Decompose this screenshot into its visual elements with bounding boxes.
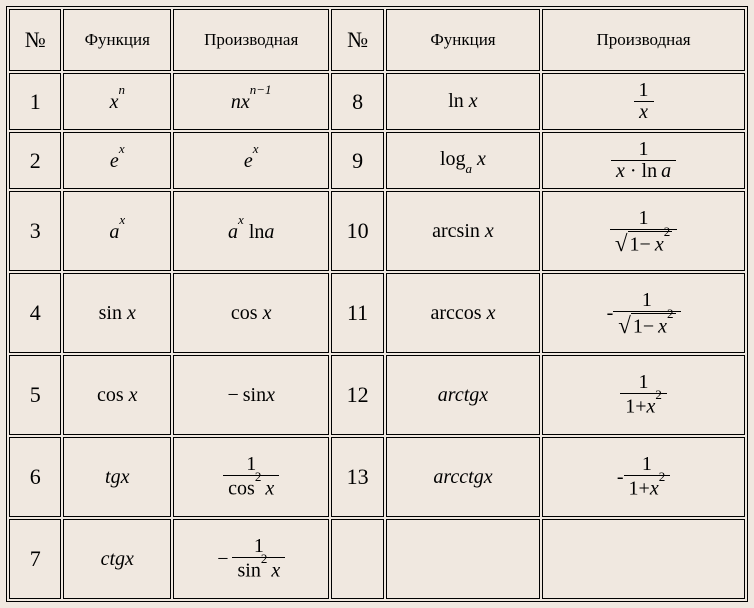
cell-func-left: ax	[63, 191, 171, 271]
header-deriv-right: Производная	[542, 9, 745, 71]
cell-num-left: 3	[9, 191, 61, 271]
cell-num-right	[331, 519, 384, 599]
cell-num-left: 1	[9, 73, 61, 130]
derivatives-table: № Функция Производная № Функция Производ…	[6, 6, 748, 602]
header-num-left: №	[9, 9, 61, 71]
cell-deriv-right: 1x	[542, 73, 745, 130]
header-num-right: №	[331, 9, 384, 71]
cell-num-right: 13	[331, 437, 384, 517]
cell-func-right: loga x	[386, 132, 540, 189]
table-row: 1 xn nxn−1 8 ln x 1x	[9, 73, 745, 130]
header-deriv-left: Производная	[173, 9, 329, 71]
cell-deriv-right: -11+x2	[542, 437, 745, 517]
cell-func-right: arccos x	[386, 273, 540, 353]
cell-num-right: 10	[331, 191, 384, 271]
cell-func-right: arcctgx	[386, 437, 540, 517]
cell-func-left: cos x	[63, 355, 171, 435]
cell-func-left: ctgx	[63, 519, 171, 599]
cell-func-left: xn	[63, 73, 171, 130]
cell-num-right: 12	[331, 355, 384, 435]
cell-deriv-right	[542, 519, 745, 599]
table-row: 3 ax ax lna 10 arcsin x 1√1− x2	[9, 191, 745, 271]
cell-num-right: 11	[331, 273, 384, 353]
header-func-right: Функция	[386, 9, 540, 71]
header-func-left: Функция	[63, 9, 171, 71]
table-row: 7 ctgx − 1sin2 x	[9, 519, 745, 599]
cell-num-left: 2	[9, 132, 61, 189]
cell-num-right: 8	[331, 73, 384, 130]
cell-num-left: 4	[9, 273, 61, 353]
cell-func-left: ex	[63, 132, 171, 189]
cell-deriv-right: -1√1− x2	[542, 273, 745, 353]
cell-deriv-left: ex	[173, 132, 329, 189]
cell-deriv-right: 11+x2	[542, 355, 745, 435]
cell-deriv-right: 1x · ln a	[542, 132, 745, 189]
header-row: № Функция Производная № Функция Производ…	[9, 9, 745, 71]
cell-func-right: arcsin x	[386, 191, 540, 271]
cell-deriv-right: 1√1− x2	[542, 191, 745, 271]
cell-deriv-left: ax lna	[173, 191, 329, 271]
cell-num-left: 5	[9, 355, 61, 435]
cell-deriv-left: nxn−1	[173, 73, 329, 130]
cell-deriv-left: − 1sin2 x	[173, 519, 329, 599]
cell-num-left: 7	[9, 519, 61, 599]
cell-func-left: tgx	[63, 437, 171, 517]
cell-func-right: arctgx	[386, 355, 540, 435]
cell-deriv-left: cos x	[173, 273, 329, 353]
cell-func-right	[386, 519, 540, 599]
table-row: 6 tgx 1cos2 x 13 arcctgx -11+x2	[9, 437, 745, 517]
table-row: 5 cos x − sinx 12 arctgx 11+x2	[9, 355, 745, 435]
cell-func-right: ln x	[386, 73, 540, 130]
table-row: 4 sin x cos x 11 arccos x -1√1− x2	[9, 273, 745, 353]
cell-deriv-left: 1cos2 x	[173, 437, 329, 517]
cell-deriv-left: − sinx	[173, 355, 329, 435]
table-row: 2 ex ex 9 loga x 1x · ln a	[9, 132, 745, 189]
cell-num-right: 9	[331, 132, 384, 189]
cell-func-left: sin x	[63, 273, 171, 353]
cell-num-left: 6	[9, 437, 61, 517]
